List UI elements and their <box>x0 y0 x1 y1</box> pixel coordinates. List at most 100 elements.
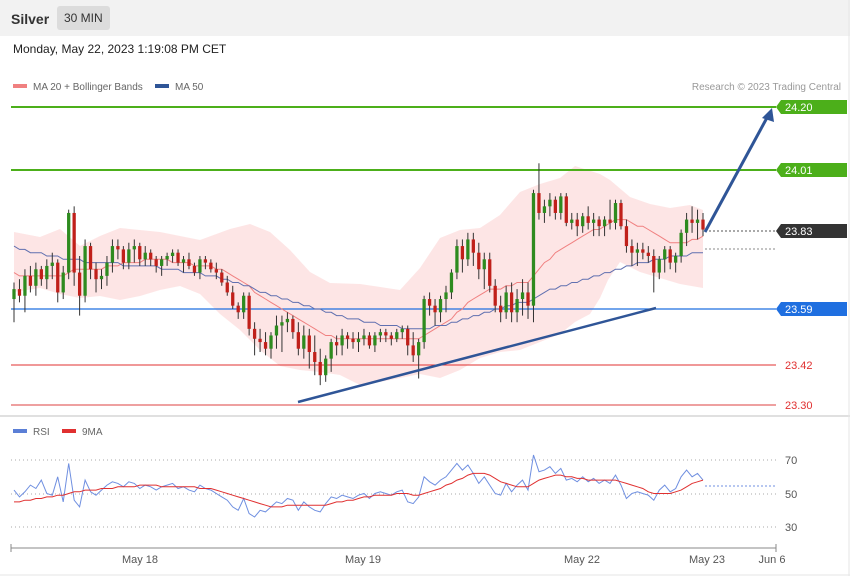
candle-down <box>586 216 590 223</box>
candle-down <box>334 342 339 346</box>
candle-up <box>520 292 525 300</box>
credit-label: Research © 2023 Trading Central <box>692 82 841 93</box>
candle-up <box>466 239 470 260</box>
candle-up <box>548 199 552 207</box>
level-label-23-30: 23.30 <box>785 400 813 412</box>
candle-up <box>105 262 109 276</box>
candle-up <box>362 335 366 339</box>
candle-up <box>378 332 383 336</box>
level-tag-23-59: 23.59 <box>776 302 847 316</box>
candle-up <box>422 299 426 343</box>
candle-down <box>121 249 126 263</box>
candle-up <box>67 212 71 273</box>
candle-down <box>608 219 612 223</box>
x-tick-may-23: May 23 <box>689 554 725 566</box>
rsi-tick-70: 70 <box>785 455 797 467</box>
candle-up <box>34 269 38 286</box>
candle-down <box>384 332 388 336</box>
forecast-arrow-head <box>762 108 774 122</box>
candle-down <box>72 212 76 273</box>
candle-down <box>433 305 437 313</box>
level-label-23-83: 23.83 <box>785 226 813 238</box>
candle-up <box>170 252 175 256</box>
candle-down <box>220 272 224 283</box>
candle-down <box>460 246 465 260</box>
timeframe-button[interactable]: 30 MIN <box>57 6 110 30</box>
candle-up <box>61 272 65 293</box>
candle-up <box>657 259 661 273</box>
level-tag-24-20: 24.20 <box>776 100 847 114</box>
candle-down <box>575 219 579 227</box>
candle-up <box>542 206 547 213</box>
candle-up <box>570 219 574 223</box>
candle-up <box>395 332 399 339</box>
candle-down <box>646 252 650 256</box>
candle-down <box>258 338 262 343</box>
candle-down <box>247 295 251 329</box>
candle-up <box>400 328 404 333</box>
candle-up <box>165 256 169 260</box>
candle-up <box>340 335 344 346</box>
rsi-tick-50: 50 <box>785 489 797 501</box>
candle-down <box>668 249 672 263</box>
level-label-24-01: 24.01 <box>785 165 813 177</box>
level-label-23-59: 23.59 <box>785 304 813 316</box>
candle-up <box>373 335 377 346</box>
level-label-23-42: 23.42 <box>785 360 813 372</box>
candle-down <box>526 292 530 306</box>
candle-down <box>231 292 235 306</box>
candle-down <box>690 219 694 223</box>
level-tag-23-83: 23.83 <box>776 224 847 238</box>
bollinger-band <box>14 166 703 385</box>
candle-down <box>406 328 410 346</box>
candle-up <box>695 219 700 223</box>
legend-label-ma50: MA 50 <box>175 82 204 93</box>
candle-down <box>471 239 475 253</box>
candle-up <box>99 275 104 280</box>
datetime-label: Monday, May 22, 2023 1:19:08 PM CET <box>13 42 227 56</box>
candle-up <box>269 335 273 349</box>
legend-label-9ma: 9MA <box>82 427 103 438</box>
candle-down <box>176 252 180 263</box>
candle-up <box>531 193 536 306</box>
x-tick-may-22: May 22 <box>564 554 600 566</box>
candlestick-series <box>12 163 705 386</box>
candle-down <box>351 338 355 343</box>
candle-down <box>624 226 629 247</box>
candle-down <box>214 269 218 273</box>
rsi-tick-30: 30 <box>785 522 797 534</box>
candle-down <box>389 335 393 339</box>
candle-up <box>242 295 246 313</box>
candle-down <box>138 246 142 260</box>
candle-down <box>499 305 503 313</box>
candle-down <box>367 335 372 346</box>
candle-down <box>209 262 213 270</box>
candle-down <box>477 252 481 270</box>
level-label-24-20: 24.20 <box>785 102 813 114</box>
candle-down <box>149 252 153 260</box>
candle-up <box>198 259 202 273</box>
candle-up <box>274 325 279 336</box>
legend-label-rsi: RSI <box>33 427 50 438</box>
instrument-title: Silver <box>11 11 50 27</box>
candle-down <box>509 292 514 313</box>
candle-up <box>132 246 136 250</box>
candle-up <box>324 358 328 376</box>
candle-down <box>77 272 82 296</box>
candle-up <box>45 265 49 280</box>
candle-down <box>56 262 60 293</box>
candle-down <box>411 345 415 356</box>
candle-down <box>537 193 541 213</box>
candle-down <box>94 269 98 280</box>
candle-down <box>28 275 33 286</box>
candle-down <box>291 318 295 333</box>
legend-swatch-9ma <box>62 429 76 433</box>
candle-up <box>356 338 361 343</box>
candle-down <box>630 246 634 253</box>
candle-up <box>591 219 596 223</box>
candle-down <box>564 196 568 223</box>
candle-up <box>515 299 519 313</box>
legend-swatch-ma20 <box>13 84 27 88</box>
x-tick-may-18: May 18 <box>122 554 158 566</box>
